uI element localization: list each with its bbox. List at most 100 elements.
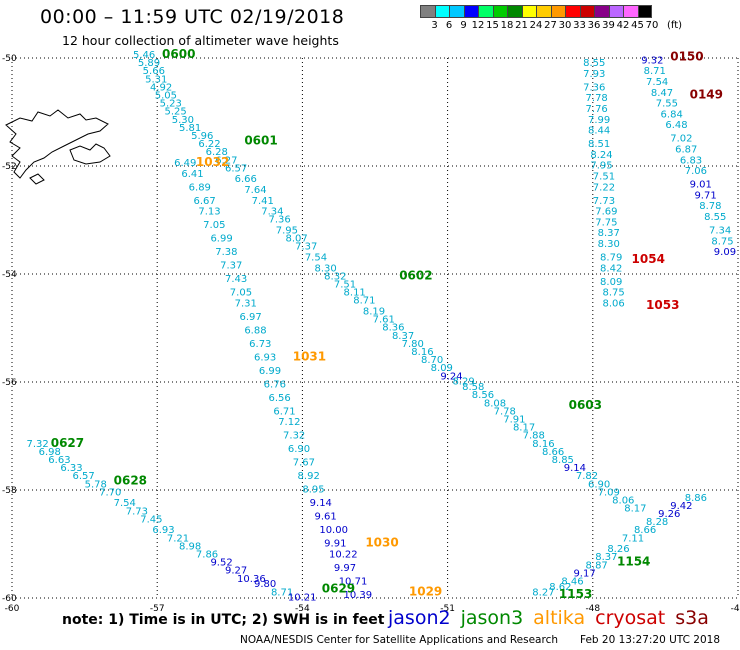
wave-height-label: 8.37: [598, 228, 620, 239]
track-altika: 1029: [409, 584, 442, 598]
wave-height-label: 7.73: [593, 196, 615, 207]
wave-height-label: 9.14: [310, 498, 332, 509]
wave-height-label: 8.70: [421, 355, 443, 366]
legend-swatch: [420, 5, 435, 18]
mission-legend: jason2 jason3 altika cryosat s3a: [388, 607, 719, 629]
wave-height-label: 8.58: [462, 382, 484, 393]
legend-tick-label: 15: [486, 20, 499, 31]
track-jason3: 0602: [399, 268, 432, 282]
satellite-tracks: 5.465.895.665.314.925.055.235.255.305.81…: [27, 47, 737, 604]
wave-height-label: 9.32: [641, 55, 663, 66]
wave-height-label: 8.07: [285, 234, 307, 245]
legend-tick-label: 9: [460, 20, 467, 31]
wave-height-label: 8.27: [532, 587, 554, 598]
falkland-islands-coastline: [5, 109, 111, 185]
wave-height-label: 7.99: [588, 115, 610, 126]
wave-height-label: 7.73: [126, 506, 148, 517]
wave-height-label: 6.56: [269, 393, 291, 404]
wave-height-label: 5.25: [164, 107, 186, 118]
wave-height-label: 7.32: [27, 439, 49, 450]
latitude-tick-label: -56: [2, 378, 17, 388]
wave-height-label: 9.97: [334, 563, 356, 574]
wave-height-label: 6.73: [249, 339, 271, 350]
wave-height-label: 5.23: [160, 99, 182, 110]
wave-height-label: 6.66: [235, 174, 257, 185]
wave-height-label: 7.45: [140, 514, 162, 525]
wave-height-label: 10.36: [237, 574, 266, 585]
legend-tick-label: 42: [616, 20, 630, 31]
latitude-tick-label: -54: [2, 270, 17, 280]
wave-height-label: 7.12: [278, 417, 300, 428]
wave-height-label: 7.54: [646, 77, 668, 88]
wave-height-label: 9.61: [315, 512, 337, 523]
wave-height-label: 8.29: [452, 377, 474, 388]
wave-height-label: 7.41: [252, 196, 274, 207]
wave-height-label: 6.41: [181, 169, 203, 180]
pass-time-label: 1029: [409, 584, 442, 598]
wave-height-label: 7.78: [494, 406, 516, 417]
wave-height-label: 7.64: [244, 185, 266, 196]
wave-height-label: 7.95: [590, 161, 612, 172]
wave-height-label: 7.38: [215, 247, 237, 258]
pass-time-label: 0603: [569, 398, 602, 412]
wave-height-label: 8.79: [600, 253, 622, 264]
wave-height-label: 5.89: [138, 58, 160, 69]
wave-height-label: 6.67: [194, 196, 216, 207]
wave-height-label: 6.84: [661, 109, 683, 120]
wave-height-label: 8.86: [685, 493, 707, 504]
track-jason3: 5.465.895.665.314.925.055.235.255.305.81…: [133, 47, 647, 515]
wave-height-label: 7.54: [114, 498, 136, 509]
wave-height-label: 6.33: [60, 463, 82, 474]
latitude-tick-label: -50: [2, 54, 17, 64]
wave-height-label: 7.13: [198, 207, 220, 218]
mission-legend-jason3: jason3: [460, 607, 524, 629]
wave-height-label: 8.44: [588, 126, 610, 137]
longitude-tick-label: -57: [150, 604, 165, 614]
legend-swatch: [608, 5, 623, 18]
wave-height-label: 8.78: [699, 201, 721, 212]
wave-height-label: 8.75: [711, 236, 733, 247]
lat-lon-grid: [11, 57, 739, 599]
wave-height-label: 10.22: [329, 550, 358, 561]
wave-height-label: 6.93: [254, 352, 276, 363]
wave-height-label: 8.24: [590, 150, 612, 161]
wave-height-label: 6.89: [189, 182, 211, 193]
legend-swatch: [637, 5, 652, 18]
wave-height-label: 9.26: [658, 509, 680, 520]
pass-time-label: 1154: [617, 555, 650, 569]
pass-time-label: 0601: [244, 133, 277, 147]
wave-height-label: 6.93: [152, 525, 174, 536]
wave-height-label: 7.69: [595, 207, 617, 218]
wave-height-label: 6.98: [39, 447, 61, 458]
wave-height-label: 8.71: [271, 587, 293, 598]
wave-height-label: 9.01: [690, 180, 712, 191]
track-s3a: 9.328.717.548.477.556.846.48 7.026.876.83…: [641, 50, 736, 258]
wave-height-label: 7.93: [583, 69, 605, 80]
wave-height-label: 9.80: [254, 579, 276, 590]
wave-height-label: 7.54: [305, 253, 327, 264]
track-jason3: 0601: [244, 133, 277, 147]
wave-height-label: 8.71: [353, 296, 375, 307]
wave-height-label: 10.39: [344, 590, 373, 601]
legend-swatch: [449, 5, 464, 18]
map-title: 00:00 – 11:59 UTC 02/19/2018: [40, 6, 345, 28]
wave-height-label: 6.63: [48, 455, 70, 466]
wave-height-label: 8.09: [431, 363, 453, 374]
wave-height-label: 9.42: [670, 501, 692, 512]
wave-height-label: 9.27: [225, 566, 247, 577]
wave-height-label: 7.86: [196, 550, 218, 561]
wave-height-label: 8.11: [344, 288, 366, 299]
legend-tick-label: 6: [445, 20, 453, 31]
wave-height-label: 8.06: [602, 298, 624, 309]
wave-height-label: 8.46: [561, 577, 583, 588]
mission-legend-altika: altika: [533, 607, 586, 629]
wave-height-label: 8.08: [484, 398, 506, 409]
track-jason3: 0603: [569, 398, 602, 412]
wave-height-label: 6.97: [239, 312, 261, 323]
wave-height-label: 7.78: [586, 93, 608, 104]
track-cryosat: 1053: [646, 298, 679, 312]
wave-height-label: 7.32: [283, 431, 305, 442]
pass-time-label: 1053: [646, 298, 679, 312]
wave-height-label: 6.83: [680, 155, 702, 166]
legend-tick-label: 45: [631, 20, 644, 31]
